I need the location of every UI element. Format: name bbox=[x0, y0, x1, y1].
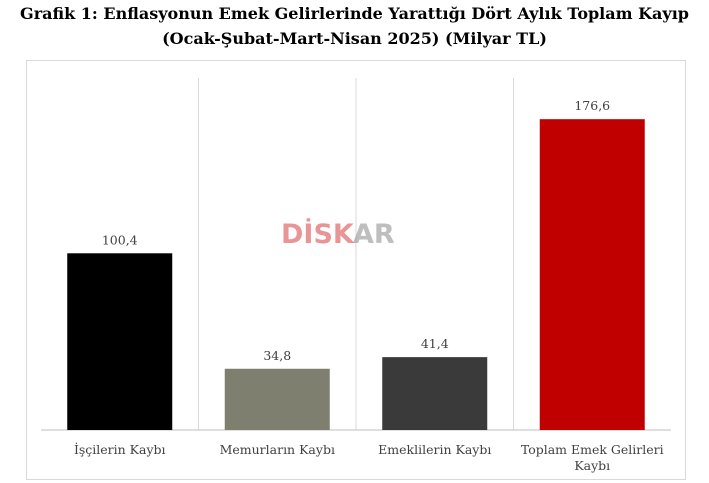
data-label-1: 100,4 bbox=[102, 232, 138, 247]
category-label-4: Toplam Emek Gelirleri bbox=[521, 442, 664, 457]
category-label-4: Kaybı bbox=[574, 458, 610, 473]
category-label-1: İşçilerin Kaybı bbox=[74, 442, 166, 457]
category-label-3: Emeklilerin Kaybı bbox=[378, 442, 491, 457]
watermark-logo: DİSK bbox=[281, 218, 355, 250]
watermark-logo-tail: AR bbox=[353, 219, 395, 250]
bar-2 bbox=[224, 368, 330, 430]
data-label-2: 34,8 bbox=[263, 348, 291, 363]
bar-3 bbox=[382, 357, 488, 430]
data-label-3: 41,4 bbox=[421, 336, 449, 351]
bar-1 bbox=[67, 253, 173, 430]
category-label-2: Memurların Kaybı bbox=[220, 442, 335, 457]
chart-frame bbox=[26, 60, 686, 480]
chart-title-line-1: Grafik 1: Enflasyonun Emek Gelirlerinde … bbox=[20, 4, 689, 23]
chart-title-line-2: (Ocak-Şubat-Mart-Nisan 2025) (Milyar TL) bbox=[162, 29, 547, 48]
chart-title: Grafik 1: Enflasyonun Emek Gelirlerinde … bbox=[0, 0, 709, 51]
data-label-4: 176,6 bbox=[574, 98, 610, 113]
bar-4 bbox=[539, 119, 645, 431]
